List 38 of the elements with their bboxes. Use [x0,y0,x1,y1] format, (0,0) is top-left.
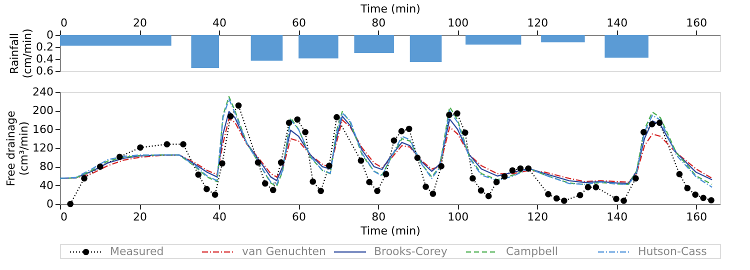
y-tick-label: 0.2 [36,40,54,54]
x-tick-label: 120 [527,16,548,30]
y-tick-label: 240 [32,86,54,98]
y-axis-title: Rainfall (cm/min) [8,28,34,78]
x-tick-label: 100 [448,210,469,224]
x-tick-label: 40 [212,16,227,30]
legend-label: Brooks-Corey [374,245,448,258]
legend-label: Hutson-Cass [638,245,708,258]
legend-label: Measured [110,245,164,258]
x-tick-label: 60 [292,16,306,30]
x-tick-label: 140 [606,16,628,30]
y-tick-label: 0.6 [36,64,54,78]
x-tick-label: 20 [133,16,148,30]
x-tick-label: 140 [606,210,628,224]
x-tick-label: 60 [292,210,306,224]
x-tick-label: 160 [686,16,708,30]
y-tick-label: 160 [32,122,54,136]
x-tick-label: 0 [60,16,68,30]
y-tick-label: 0 [46,28,54,42]
x-tick-label: 120 [527,210,548,224]
y-axis-title: Free drainage (cm³/min) [4,110,31,186]
y-tick-label: 80 [40,160,54,174]
x-tick-label: 160 [686,210,708,224]
x-tick-label: 100 [448,16,469,30]
x-tick-label: 40 [212,210,227,224]
y-tick-label: 40 [40,178,54,192]
y-tick-label: 120 [32,142,54,154]
x-axis-title: Time (min) [360,2,420,16]
x-tick-label: 0 [60,210,68,224]
y-tick-label: 0.4 [36,52,54,66]
y-tick-label: 200 [32,104,54,118]
x-tick-label: 80 [372,16,386,30]
legend-label: Campbell [506,245,558,258]
x-axis-title: Time (min) [360,224,420,238]
x-tick-label: 80 [372,210,386,224]
x-tick-label: 20 [133,210,148,224]
legend-label: van Genuchten [242,245,326,258]
y-tick-label: 0 [46,198,54,210]
